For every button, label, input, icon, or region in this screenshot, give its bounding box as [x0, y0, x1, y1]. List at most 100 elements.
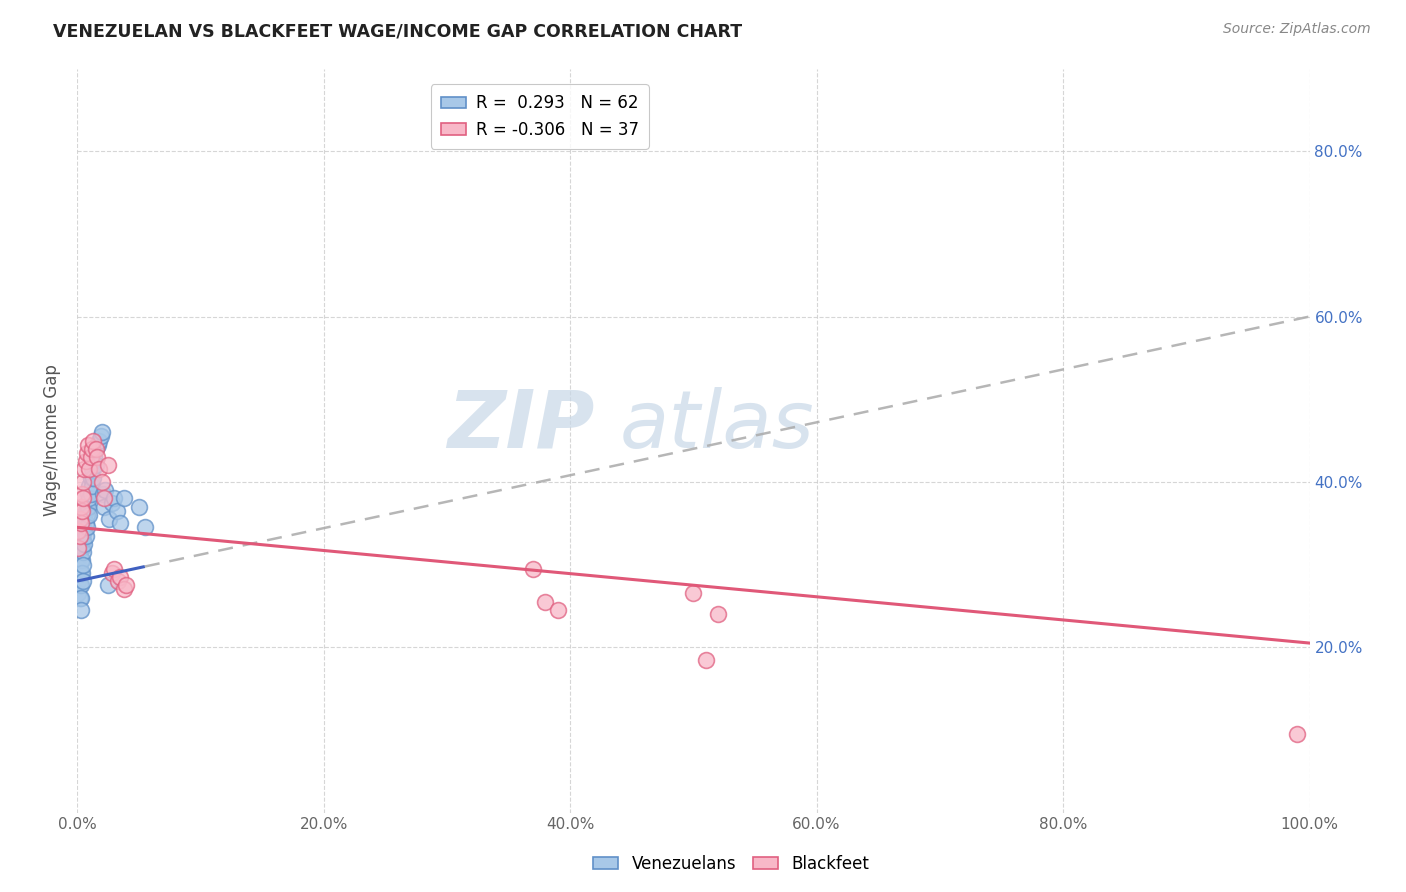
Point — [69, 500, 91, 514]
Point — [80, 462, 103, 476]
Text: VENEZUELAN VS BLACKFEET WAGE/INCOME GAP CORRELATION CHART: VENEZUELAN VS BLACKFEET WAGE/INCOME GAP … — [53, 22, 742, 40]
Point — [534, 595, 557, 609]
Point — [93, 500, 115, 514]
Point — [90, 425, 112, 440]
Point — [69, 541, 91, 555]
Point — [67, 586, 90, 600]
Point — [682, 586, 704, 600]
Point — [87, 438, 110, 452]
Point — [69, 591, 91, 605]
Point — [75, 516, 97, 531]
Point — [98, 512, 121, 526]
Point — [707, 607, 730, 621]
Point — [70, 504, 93, 518]
Point — [107, 574, 129, 588]
Point — [522, 562, 544, 576]
Point — [115, 578, 138, 592]
Point — [69, 566, 91, 580]
Point — [76, 520, 98, 534]
Point — [70, 487, 93, 501]
Point — [67, 562, 90, 576]
Point — [89, 429, 111, 443]
Point — [547, 603, 569, 617]
Point — [69, 562, 91, 576]
Point — [86, 450, 108, 464]
Point — [77, 438, 100, 452]
Point — [69, 512, 91, 526]
Point — [80, 442, 103, 456]
Point — [103, 491, 125, 506]
Point — [69, 578, 91, 592]
Point — [97, 458, 120, 473]
Point — [72, 491, 94, 506]
Point — [69, 591, 91, 605]
Point — [69, 603, 91, 617]
Point — [76, 508, 98, 522]
Point — [94, 483, 117, 497]
Point — [110, 570, 132, 584]
Point — [82, 471, 104, 485]
Point — [72, 520, 94, 534]
Point — [84, 442, 107, 456]
Point — [105, 504, 128, 518]
Point — [112, 491, 135, 506]
Point — [89, 434, 111, 448]
Point — [128, 500, 150, 514]
Point — [100, 566, 122, 580]
Point — [112, 582, 135, 597]
Text: ZIP: ZIP — [447, 386, 595, 465]
Point — [70, 566, 93, 580]
Point — [72, 574, 94, 588]
Point — [86, 438, 108, 452]
Point — [69, 553, 91, 567]
Point — [82, 454, 104, 468]
Point — [83, 450, 105, 464]
Point — [69, 578, 91, 592]
Point — [100, 495, 122, 509]
Point — [67, 524, 90, 539]
Point — [76, 446, 98, 460]
Point — [93, 491, 115, 506]
Point — [79, 508, 101, 522]
Point — [82, 434, 104, 448]
Point — [90, 475, 112, 489]
Point — [79, 471, 101, 485]
Point — [80, 479, 103, 493]
Point — [67, 541, 90, 555]
Point — [79, 479, 101, 493]
Point — [70, 553, 93, 567]
Point — [69, 516, 91, 531]
Point — [97, 578, 120, 592]
Point — [72, 475, 94, 489]
Point — [89, 462, 111, 476]
Point — [69, 528, 91, 542]
Point — [110, 516, 132, 531]
Point — [79, 450, 101, 464]
Point — [84, 458, 107, 473]
Point — [77, 487, 100, 501]
Point — [67, 574, 90, 588]
Point — [70, 541, 93, 555]
Point — [73, 512, 96, 526]
Point — [695, 652, 717, 666]
Point — [1286, 727, 1309, 741]
Point — [72, 558, 94, 572]
Point — [76, 495, 98, 509]
Point — [79, 487, 101, 501]
Point — [134, 520, 156, 534]
Point — [72, 533, 94, 547]
Legend: Venezuelans, Blackfeet: Venezuelans, Blackfeet — [586, 848, 876, 880]
Point — [75, 504, 97, 518]
Text: Source: ZipAtlas.com: Source: ZipAtlas.com — [1223, 22, 1371, 37]
Point — [79, 491, 101, 506]
Point — [75, 454, 97, 468]
Point — [70, 528, 93, 542]
Point — [79, 462, 101, 476]
Point — [73, 462, 96, 476]
Point — [91, 487, 114, 501]
Y-axis label: Wage/Income Gap: Wage/Income Gap — [44, 365, 60, 516]
Point — [73, 524, 96, 539]
Point — [103, 562, 125, 576]
Point — [84, 442, 107, 456]
Point — [72, 545, 94, 559]
